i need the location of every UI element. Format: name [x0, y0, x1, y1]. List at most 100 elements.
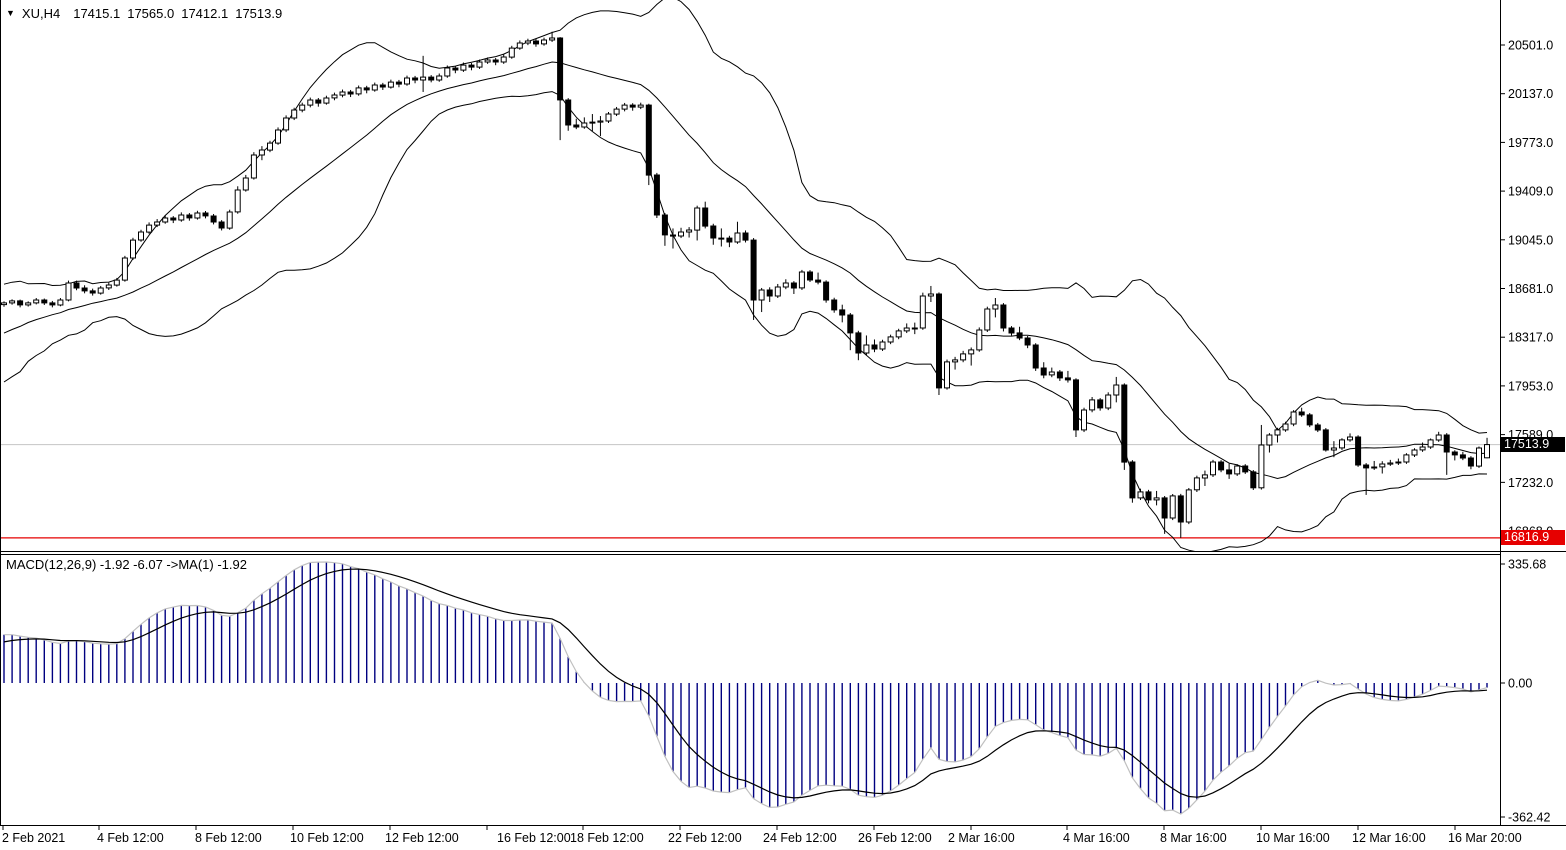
- bull-candle: [178, 214, 185, 221]
- bear-candle: [347, 91, 354, 95]
- macd-pane[interactable]: [3, 561, 1488, 815]
- bull-candle: [508, 47, 515, 58]
- bull-candle: [307, 99, 314, 106]
- bull-candle: [1476, 447, 1482, 467]
- bear-candle: [1306, 414, 1313, 426]
- macd-axis: 335.68 0.00 -362.42: [1500, 558, 1550, 825]
- bull-candle: [355, 87, 362, 95]
- low-value: 17412.1: [181, 6, 229, 21]
- bull-candle: [1089, 399, 1096, 411]
- bull-candle: [105, 284, 112, 289]
- bear-candle: [661, 214, 668, 236]
- bull-candle: [1153, 497, 1160, 501]
- price-axis-label: 19045.0: [1508, 233, 1553, 247]
- bear-candle: [315, 99, 322, 104]
- bear-candle: [653, 174, 660, 216]
- bull-candle: [1282, 423, 1289, 431]
- bull-candle: [734, 232, 741, 243]
- open-value: 17415.1: [73, 6, 121, 21]
- bear-candle: [726, 237, 733, 243]
- bear-candle: [49, 302, 56, 306]
- bull-candle: [476, 61, 483, 68]
- bear-candle: [847, 314, 854, 334]
- bear-candle: [936, 293, 942, 389]
- bull-candle: [1266, 434, 1273, 446]
- bear-candle: [412, 77, 419, 81]
- bull-candle: [1137, 491, 1144, 499]
- bull-candle: [1403, 454, 1410, 463]
- bear-candle: [1016, 332, 1023, 339]
- macd-main-line: [4, 561, 1488, 815]
- bull-candle: [605, 113, 612, 122]
- bull-candle: [154, 221, 161, 226]
- bull-candle: [678, 231, 684, 237]
- bull-candle: [387, 81, 394, 88]
- bull-candle: [484, 59, 491, 63]
- price-axis-label: 19773.0: [1508, 136, 1553, 150]
- bull-candle: [242, 177, 249, 191]
- bull-candle: [524, 40, 531, 44]
- bull-candle: [323, 97, 330, 104]
- time-axis-label: 24 Feb 12:00: [763, 831, 837, 845]
- bull-candle: [782, 282, 789, 288]
- bear-candle: [395, 81, 402, 85]
- bull-candle: [1371, 466, 1378, 469]
- bear-candle: [218, 221, 225, 229]
- current-price-badge: 17513.9: [1501, 437, 1565, 452]
- bull-candle: [339, 91, 346, 96]
- price-pane[interactable]: [0, 0, 1500, 553]
- bear-candle: [1218, 461, 1225, 471]
- time-axis-label: 8 Feb 12:00: [195, 831, 262, 845]
- bull-candle: [121, 257, 128, 281]
- time-axis-label: 12 Mar 16:00: [1352, 831, 1426, 845]
- macd-axis-label: -362.42: [1508, 811, 1550, 825]
- bull-candle: [1105, 394, 1112, 409]
- bull-candle: [1419, 446, 1426, 451]
- bull-candle: [1395, 461, 1402, 464]
- bear-candle: [41, 299, 48, 304]
- macd-axis-label: 0.00: [1508, 677, 1532, 691]
- price-axis-label: 20501.0: [1508, 39, 1553, 53]
- bear-candle: [823, 281, 830, 301]
- bear-candle: [1314, 424, 1321, 431]
- bear-candle: [750, 239, 757, 301]
- bear-candle: [1032, 344, 1039, 369]
- bear-candle: [1097, 399, 1104, 409]
- bull-candle: [1185, 489, 1192, 523]
- bear-candle: [17, 300, 24, 306]
- bear-candle: [645, 104, 652, 176]
- bear-candle: [1298, 411, 1305, 416]
- bull-candle: [331, 94, 338, 99]
- time-axis-label: 18 Feb 12:00: [570, 831, 644, 845]
- bull-candle: [1113, 384, 1120, 396]
- bear-candle: [1073, 379, 1079, 431]
- bull-candle: [637, 104, 644, 108]
- bull-candle: [1387, 462, 1394, 465]
- time-axis-label: 4 Feb 12:00: [97, 831, 164, 845]
- bear-candle: [790, 282, 797, 289]
- time-axis-label: 12 Feb 12:00: [385, 831, 459, 845]
- bull-candle: [500, 56, 507, 63]
- bear-candle: [428, 76, 435, 81]
- bear-candle: [871, 344, 878, 350]
- bear-candle: [1056, 371, 1063, 379]
- bull-candle: [1048, 371, 1055, 376]
- bull-candle: [113, 279, 120, 286]
- bull-candle: [130, 239, 136, 259]
- bull-candle: [911, 327, 918, 330]
- bull-candle: [774, 286, 781, 297]
- symbol-marker-icon: ▼: [6, 7, 15, 18]
- bear-candle: [702, 207, 709, 227]
- bear-candle: [492, 59, 499, 63]
- bull-candle: [686, 229, 693, 233]
- bull-candle: [694, 207, 701, 231]
- bull-candle: [1379, 463, 1386, 468]
- close-value: 17513.9: [235, 6, 283, 21]
- bull-candle: [226, 211, 233, 229]
- bear-candle: [807, 271, 813, 281]
- bull-candle: [371, 84, 378, 91]
- bear-candle: [565, 99, 572, 126]
- bear-candle: [1467, 457, 1474, 467]
- bear-candle: [1322, 429, 1329, 451]
